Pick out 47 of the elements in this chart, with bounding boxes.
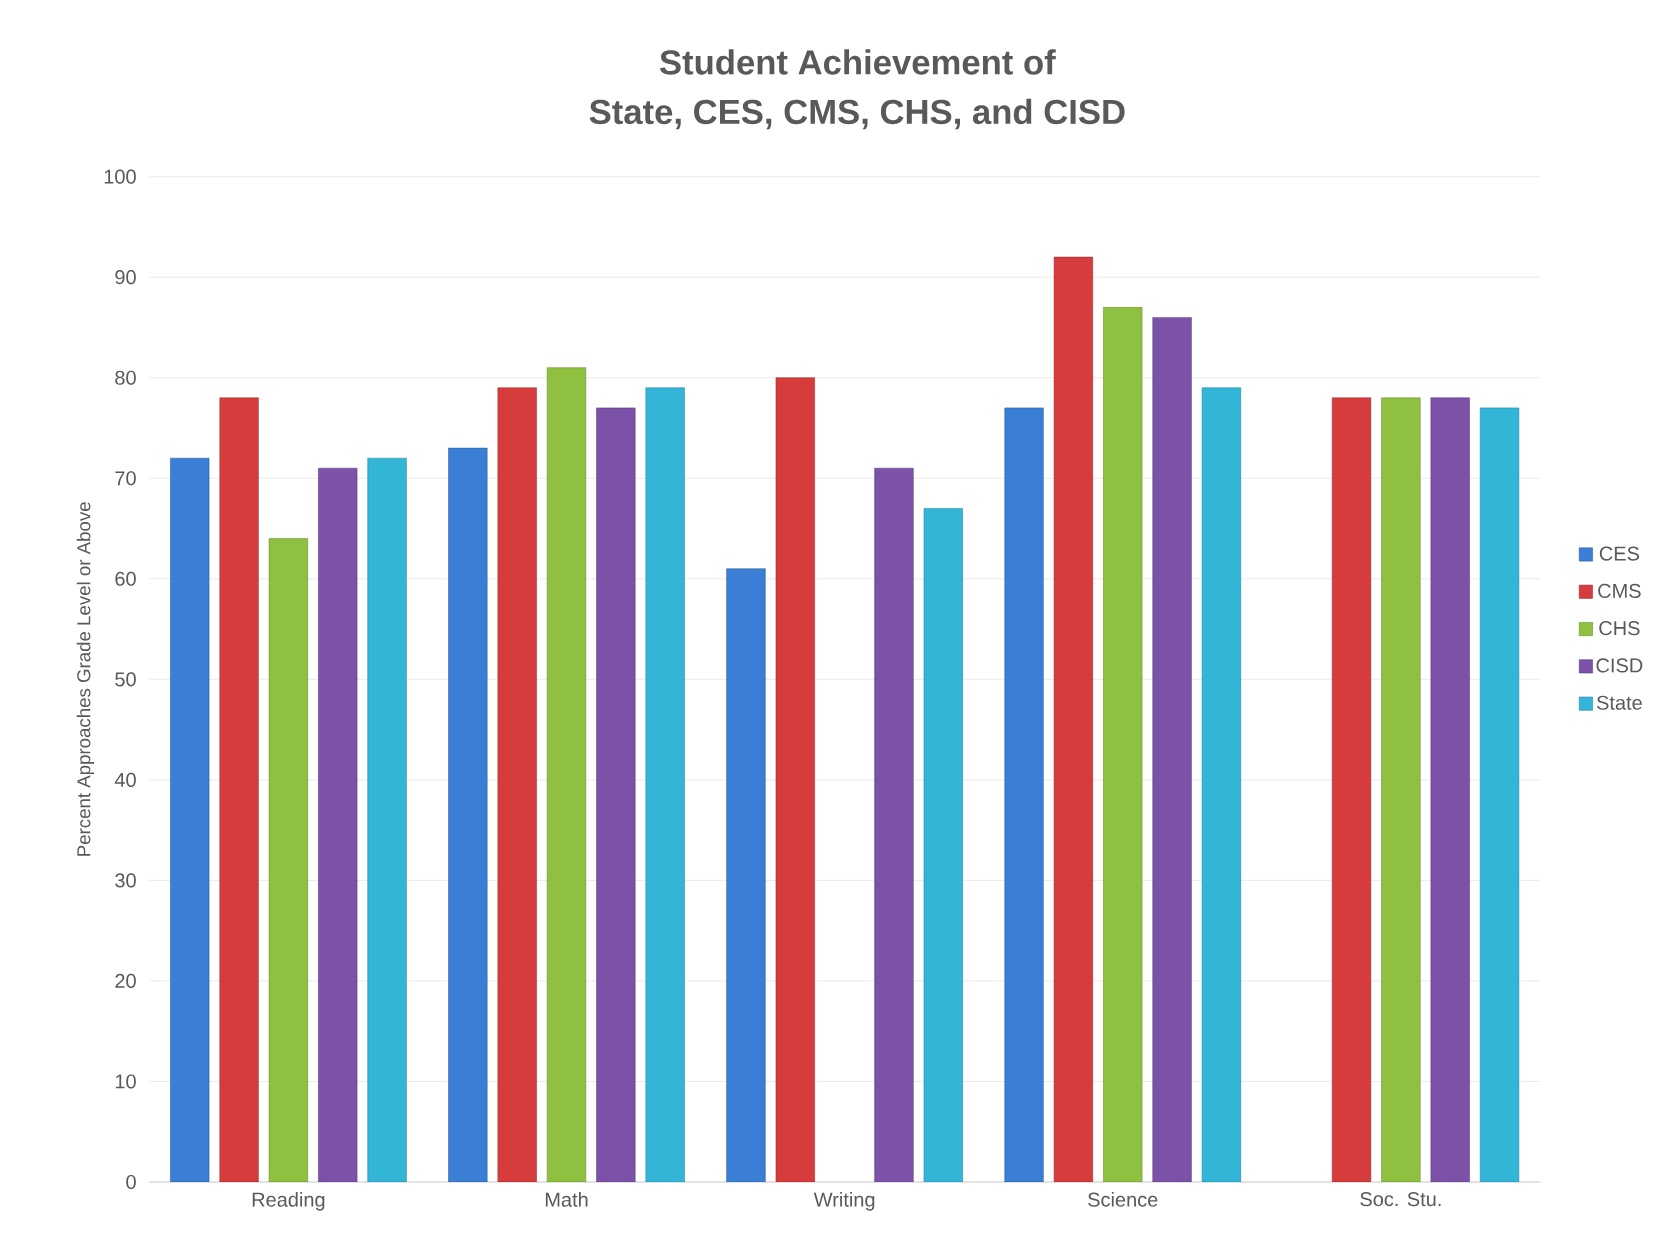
y-tick-label: 100 (104, 169, 136, 184)
bar (448, 447, 488, 1182)
bar (1152, 317, 1192, 1182)
x-tick-label: Reading (252, 1192, 325, 1211)
legend-label: CISD (1596, 658, 1643, 673)
bar (645, 387, 685, 1182)
x-tick-label: Science (1088, 1192, 1158, 1207)
bar (1004, 407, 1044, 1182)
y-tick-label: 50 (115, 672, 136, 687)
y-tick-label: 10 (115, 1074, 136, 1089)
bar (1331, 397, 1372, 1182)
bar (318, 467, 358, 1182)
y-tick-label: 40 (114, 772, 136, 787)
bar (1201, 387, 1242, 1182)
legend-label: State (1596, 695, 1642, 710)
bar (1103, 307, 1143, 1182)
legend-label: CHS (1599, 621, 1640, 636)
bar (596, 407, 636, 1182)
y-tick-label: 80 (115, 370, 136, 385)
bar (367, 457, 407, 1182)
y-axis-title: Percent Approaches Grade Level or Above (76, 502, 95, 856)
bar (1053, 256, 1094, 1182)
x-tick-label: Writing (813, 1192, 875, 1211)
bar (546, 367, 587, 1182)
y-tick-label: 70 (115, 471, 136, 486)
y-tick-label: 20 (115, 973, 136, 988)
bar (923, 508, 963, 1182)
y-tick-label: 90 (115, 270, 136, 285)
y-tick-label: 30 (115, 873, 136, 888)
bar (1381, 397, 1421, 1182)
x-tick-label: Soc. Stu. (1360, 1192, 1441, 1207)
bar (726, 568, 766, 1182)
y-tick-label: 0 (126, 1174, 136, 1190)
chart-subtitle: State, CES, CMS, CHS, and CISD (589, 98, 1125, 130)
bar (219, 397, 259, 1182)
chart-title: Student Achievement of (659, 49, 1056, 75)
bar (874, 467, 914, 1182)
legend-label: CES (1599, 546, 1640, 561)
bar (775, 377, 815, 1182)
y-tick-label: 60 (115, 571, 136, 586)
bar (170, 457, 210, 1182)
bar (1430, 397, 1470, 1182)
bar (1479, 407, 1520, 1182)
bar (497, 387, 537, 1182)
legend-label: CMS (1598, 583, 1641, 598)
x-tick-label: Math (545, 1192, 588, 1207)
bar (268, 538, 308, 1182)
